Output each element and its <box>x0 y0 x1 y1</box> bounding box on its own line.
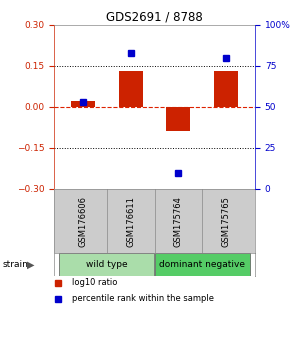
Text: GSM175765: GSM175765 <box>222 196 231 247</box>
Bar <box>71 101 95 107</box>
Text: wild type: wild type <box>86 260 128 269</box>
Text: GSM176606: GSM176606 <box>78 196 87 247</box>
Text: strain: strain <box>3 260 29 269</box>
Text: GSM175764: GSM175764 <box>174 196 183 247</box>
Text: GSM176611: GSM176611 <box>126 196 135 247</box>
Text: percentile rank within the sample: percentile rank within the sample <box>72 295 214 303</box>
Text: dominant negative: dominant negative <box>159 260 245 269</box>
Title: GDS2691 / 8788: GDS2691 / 8788 <box>106 11 203 24</box>
Bar <box>214 71 238 107</box>
Text: ▶: ▶ <box>27 259 34 270</box>
Bar <box>154 253 250 276</box>
Bar <box>118 71 142 107</box>
Bar <box>59 253 154 276</box>
Text: log10 ratio: log10 ratio <box>72 278 118 287</box>
Bar <box>167 107 191 131</box>
